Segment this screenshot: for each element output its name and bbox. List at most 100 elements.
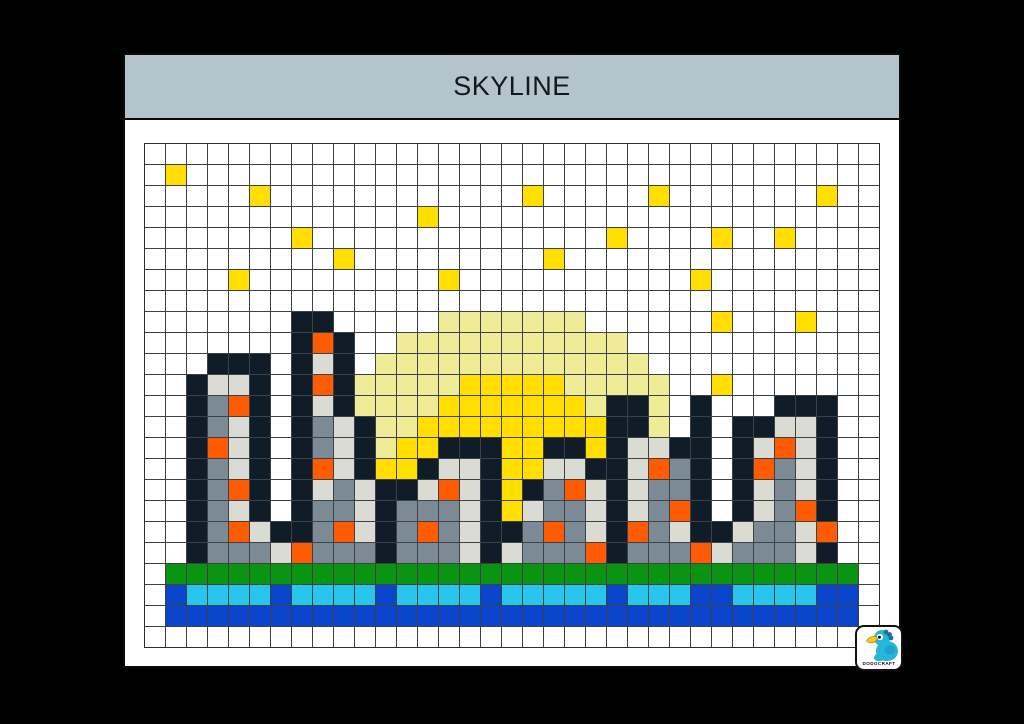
pixel-cell [334, 375, 354, 395]
pixel-cell [439, 354, 459, 374]
pixel-cell [334, 165, 354, 185]
pixel-cell [376, 522, 396, 542]
pixel-cell [481, 375, 501, 395]
pixel-cell [145, 501, 165, 521]
pixel-cell [355, 564, 375, 584]
pixel-cell [712, 522, 732, 542]
pixel-cell [796, 375, 816, 395]
pixel-cell [355, 522, 375, 542]
pixel-cell [796, 627, 816, 647]
pixel-cell [271, 354, 291, 374]
pixel-cell [292, 312, 312, 332]
pixel-cell [397, 186, 417, 206]
pixel-cell [607, 480, 627, 500]
pixel-cell [418, 207, 438, 227]
pixel-cell [691, 291, 711, 311]
pixel-cell [565, 396, 585, 416]
pixel-cell [334, 207, 354, 227]
pixel-cell [271, 270, 291, 290]
pixel-cell [523, 207, 543, 227]
pixel-cell [649, 228, 669, 248]
pixel-cell [502, 417, 522, 437]
pixel-cell [292, 627, 312, 647]
pixel-cell [733, 627, 753, 647]
pixel-cell [502, 333, 522, 353]
pixel-cell [565, 438, 585, 458]
pixel-cell [271, 501, 291, 521]
pixel-cell [460, 417, 480, 437]
pixel-cell [754, 144, 774, 164]
pixel-cell [817, 543, 837, 563]
pixel-cell [355, 354, 375, 374]
pixel-cell [649, 585, 669, 605]
pixel-cell [544, 564, 564, 584]
pixel-cell [355, 291, 375, 311]
pixel-cell [355, 207, 375, 227]
pixel-cell [460, 354, 480, 374]
pixel-cell [670, 459, 690, 479]
pixel-cell [838, 312, 858, 332]
pixel-cell [754, 291, 774, 311]
pixel-cell [607, 228, 627, 248]
pixel-cell [565, 543, 585, 563]
pixel-cell [313, 228, 333, 248]
pixel-cell [670, 501, 690, 521]
pixel-cell [271, 585, 291, 605]
pixel-cell [250, 438, 270, 458]
pixel-cell [859, 333, 879, 353]
pixel-cell [649, 438, 669, 458]
pixel-cell [292, 228, 312, 248]
pixel-cell [775, 606, 795, 626]
pixel-cell [838, 396, 858, 416]
pixel-cell [376, 480, 396, 500]
pixel-cell [859, 417, 879, 437]
pixel-cell [523, 375, 543, 395]
pixel-cell [166, 396, 186, 416]
pixel-cell [292, 606, 312, 626]
pixel-cell [859, 291, 879, 311]
pixel-cell [586, 396, 606, 416]
pixel-cell [187, 438, 207, 458]
pixel-cell [397, 228, 417, 248]
pixel-cell [754, 207, 774, 227]
pixel-cell [229, 501, 249, 521]
pixel-cell [586, 375, 606, 395]
pixel-cell [418, 186, 438, 206]
pixel-cell [355, 228, 375, 248]
pixel-cell [733, 543, 753, 563]
pixel-cell [838, 207, 858, 227]
pixel-cell [775, 228, 795, 248]
pixel-cell [670, 480, 690, 500]
pixel-cell [754, 270, 774, 290]
pixel-cell [208, 417, 228, 437]
pixel-cell [733, 270, 753, 290]
pixel-cell [586, 522, 606, 542]
pixel-cell [418, 375, 438, 395]
pixel-cell [166, 585, 186, 605]
pixel-cell [502, 165, 522, 185]
pixel-cell [439, 480, 459, 500]
pixel-cell [607, 375, 627, 395]
pixel-cell [481, 207, 501, 227]
pixel-cell [544, 501, 564, 521]
pixel-cell [523, 543, 543, 563]
pixel-cell [670, 375, 690, 395]
pixel-cell [250, 480, 270, 500]
pixel-cell [712, 270, 732, 290]
pixel-cell [565, 186, 585, 206]
pixel-cell [607, 354, 627, 374]
pixel-cell [586, 249, 606, 269]
pixel-cell [271, 144, 291, 164]
pixel-cell [838, 522, 858, 542]
pixel-cell [313, 438, 333, 458]
pixel-cell [607, 333, 627, 353]
pixel-cell [271, 165, 291, 185]
pixel-cell [397, 249, 417, 269]
pixel-cell [817, 501, 837, 521]
pixel-cell [229, 354, 249, 374]
pixel-cell [586, 438, 606, 458]
pixel-cell [376, 144, 396, 164]
pixel-cell [775, 522, 795, 542]
pixel-cell [481, 249, 501, 269]
pixel-cell [649, 459, 669, 479]
